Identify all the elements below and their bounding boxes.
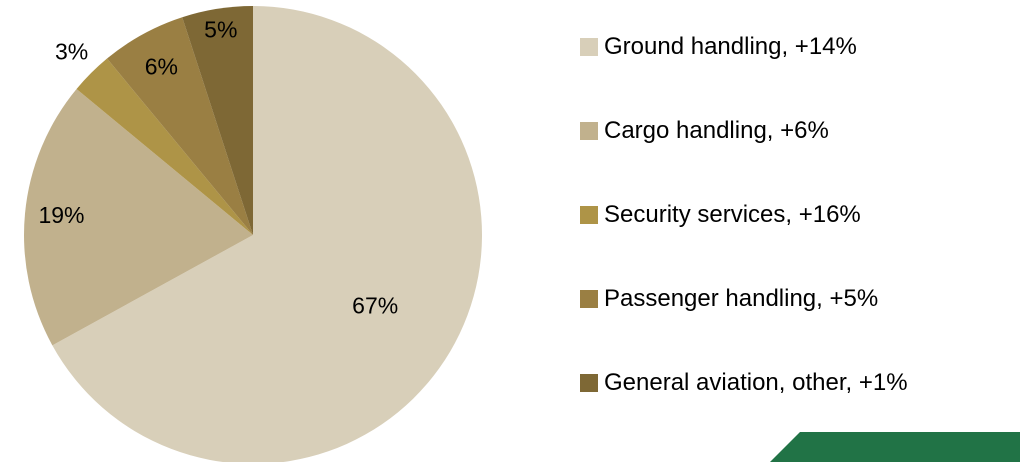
slice-label-security-services: 3% bbox=[55, 39, 88, 65]
pie-slice-cargo-handling bbox=[24, 89, 253, 346]
slice-label-passenger-handling: 6% bbox=[145, 53, 178, 79]
legend-swatch bbox=[580, 290, 598, 308]
legend-swatch bbox=[580, 374, 598, 392]
legend-label: Cargo handling, +6% bbox=[604, 117, 829, 144]
pie-slice-passenger-handling bbox=[107, 17, 253, 236]
legend-label: Ground handling, +14% bbox=[604, 33, 857, 60]
legend-item-cargo-handling: Cargo handling, +6% bbox=[580, 110, 1010, 152]
legend-swatch bbox=[580, 38, 598, 56]
pie-slice-general-aviation bbox=[182, 6, 253, 235]
legend-swatch bbox=[580, 206, 598, 224]
pie-slice-labels: 67% 19% 3% 6% 5% bbox=[38, 16, 398, 318]
slice-label-cargo-handling: 19% bbox=[38, 202, 84, 228]
pie-slice-security-services bbox=[76, 58, 253, 235]
pie-slices bbox=[24, 6, 482, 462]
legend-item-security-services: Security services, +16% bbox=[580, 194, 1010, 236]
legend-swatch bbox=[580, 122, 598, 140]
legend: Ground handling, +14% Cargo handling, +6… bbox=[580, 26, 1010, 404]
legend-label: Security services, +16% bbox=[604, 201, 861, 228]
legend-item-passenger-handling: Passenger handling, +5% bbox=[580, 278, 1010, 320]
legend-item-ground-handling: Ground handling, +14% bbox=[580, 26, 1010, 68]
slice-label-ground-handling: 67% bbox=[352, 292, 398, 318]
slice-label-general-aviation: 5% bbox=[204, 16, 237, 42]
pie-slice-ground-handling bbox=[52, 6, 482, 462]
legend-label: General aviation, other, +1% bbox=[604, 369, 908, 396]
legend-item-general-aviation: General aviation, other, +1% bbox=[580, 362, 1010, 404]
decorative-accent-shape bbox=[770, 432, 1020, 462]
legend-label: Passenger handling, +5% bbox=[604, 285, 879, 312]
